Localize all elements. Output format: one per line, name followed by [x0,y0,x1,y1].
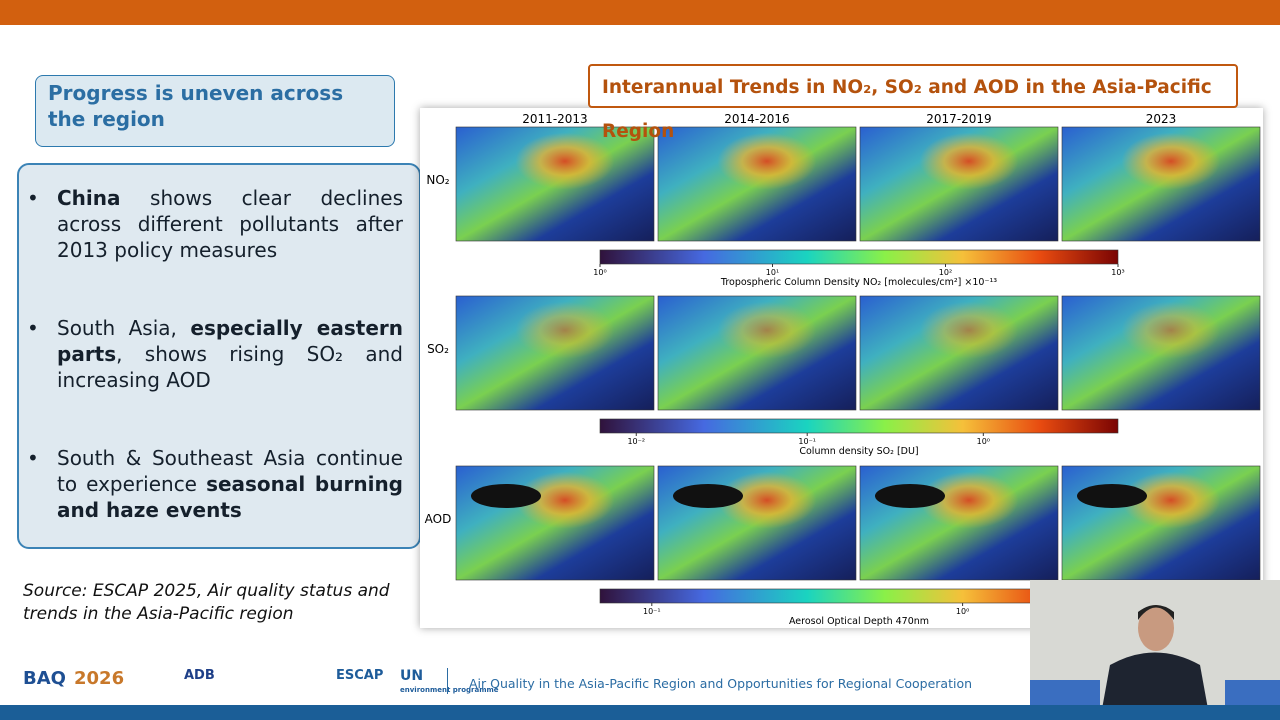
bullet: South Asia, especially eastern parts, sh… [27,315,403,393]
map-hotspot [456,466,654,580]
colorbar [599,418,1119,434]
figure-title: Interannual Trends in NO₂, SO₂ and AOD i… [588,64,1238,142]
logo: environment programme [400,686,499,694]
map-hotspot [860,296,1058,410]
colorbar-label: Aerosol Optical Depth 470nm [789,616,929,627]
bullet: China shows clear declines across differ… [27,185,403,263]
bullet-text: , shows rising SO₂ and increasing AOD [57,342,403,392]
colorbar-tick-label: 10⁰ [593,268,606,277]
column-label: 2023 [1146,112,1177,126]
map-hotspot [658,466,856,580]
map-hotspot [860,466,1058,580]
figure-canvas: 2011-2013 2014-2016 2017-2019 2023 NO₂ 10⁰ 10¹… [425,112,1261,627]
logo: ESCAP [336,668,384,683]
row-label: NO₂ [426,173,449,187]
colorbar [599,249,1119,265]
colorbar-tick-label: 10⁰ [977,437,990,446]
colorbar-tick-label: 10⁻¹ [798,437,816,446]
callout: Progress is uneven across the region [35,75,395,147]
map-hotspot [1062,127,1260,241]
bottom-bar [0,705,1280,720]
bullet-text: shows clear declines across different po… [57,186,403,262]
source-note: Source: ESCAP 2025, Air quality status a… [23,581,390,624]
bullet-text: South Asia, [57,316,191,340]
column-label: 2014-2016 [724,112,789,126]
map-hotspot [1062,296,1260,410]
map-hotspot [860,127,1058,241]
row-label: SO₂ [427,342,449,356]
logo: 2026 [74,668,125,689]
colorbar-tick-label: 10⁻¹ [643,607,661,616]
colorbar-tick-label: 10⁻² [627,437,645,446]
bullet-text: China [57,186,121,210]
speaker-video [1030,580,1280,720]
map-mask [673,484,743,508]
map-hotspot [1062,466,1260,580]
map-hotspot [658,127,856,241]
colorbar-tick-label: 10² [939,268,952,277]
bullet-text: South & Southeast Asia continue to exper… [57,446,403,496]
map-mask [875,484,945,508]
separator [447,668,448,694]
colorbar-label: Column density SO₂ [DU] [799,446,918,457]
top-bar [0,0,1280,25]
map-mask [471,484,541,508]
map-hotspot [658,296,856,410]
footer-caption: Air Quality in the Asia-Pacific Region a… [469,676,973,691]
logo: BAQ [23,668,66,689]
bullet-text: especially eastern parts [57,316,403,366]
colorbar-tick-label: 10⁰ [956,607,969,616]
map-hotspot [456,127,654,241]
bullet-panel: China shows clear declines across differ… [17,163,421,549]
map-hotspot [456,296,654,410]
column-label: 2017-2019 [926,112,991,126]
figure: 2011-2013 2014-2016 2017-2019 2023 NO₂ 10⁰ 10¹… [420,108,1263,628]
logo: UN [400,668,424,684]
colorbar-tick-label: 10¹ [766,268,779,277]
bullet-text: seasonal burning and haze events [57,472,403,522]
colorbar-label: Tropospheric Column Density NO₂ [molecul… [720,277,997,288]
colorbar-tick-label: 10³ [1111,268,1124,277]
logo: ADB [184,668,215,683]
map-mask [1077,484,1147,508]
bullet: South & Southeast Asia continue to exper… [27,445,403,523]
column-label: 2011-2013 [522,112,587,126]
row-label: AOD [425,512,452,526]
